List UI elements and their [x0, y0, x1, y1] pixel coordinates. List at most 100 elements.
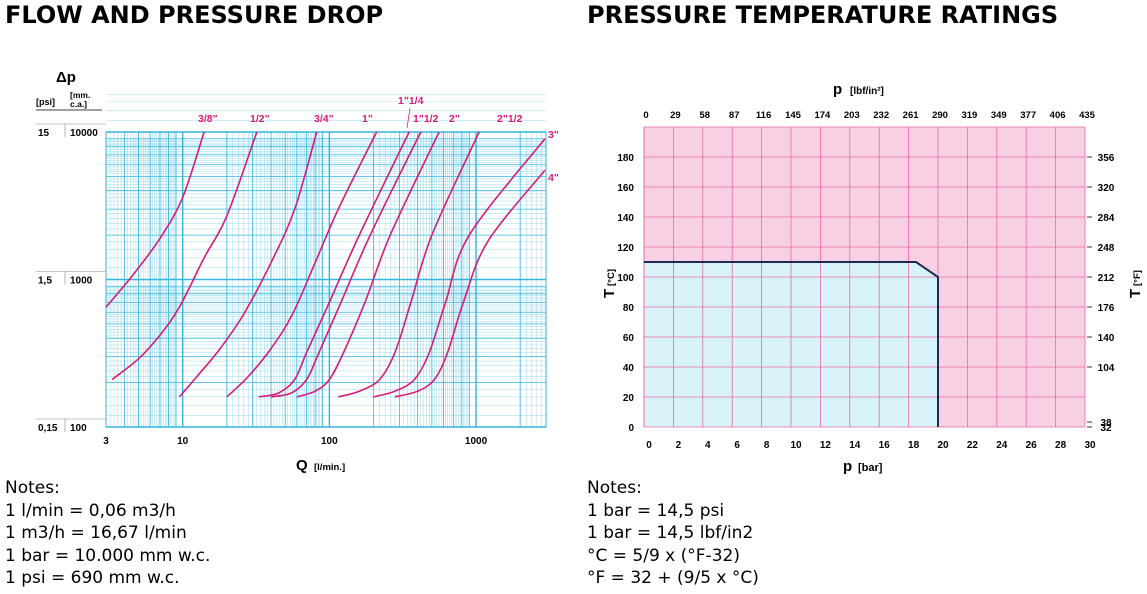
x-tick-label-psi: 116: [756, 110, 771, 121]
pt-chart-heading: PRESSURE TEMPERATURE RATINGS: [587, 1, 1059, 29]
flow-chart-heading: FLOW AND PRESSURE DROP: [5, 1, 384, 29]
x-tick-label-psi: 349: [991, 110, 1007, 121]
x-tick-label-bar: 22: [967, 440, 979, 451]
pt-note-line: 1 bar = 14,5 psi: [587, 500, 725, 521]
x-tick-label-psi: 319: [961, 110, 977, 121]
series-line: [105, 131, 205, 308]
series-line: [226, 131, 378, 398]
x-tick-label-psi: 406: [1050, 110, 1066, 121]
series-line: [178, 131, 318, 398]
x-tick-label-psi: 58: [700, 110, 711, 121]
y-tick-label-c: 60: [623, 333, 635, 344]
series-label: 1"1/4: [398, 95, 424, 107]
x-tick-label-psi: 435: [1079, 110, 1096, 121]
y-tick-label-f: 356: [1098, 153, 1115, 164]
y-tick-label-psi: 0,15: [38, 423, 58, 434]
pt-notes: Notes: 1 bar = 14,5 psi 1 bar = 14,5 lbf…: [587, 477, 759, 590]
series-label-leader: [406, 107, 411, 129]
x-tick-label-psi: 174: [814, 110, 831, 121]
series-label: 1": [362, 113, 373, 125]
series-line: [338, 131, 480, 398]
x-tick-label-psi: 203: [844, 110, 860, 121]
series-line: [373, 138, 546, 398]
y2-axis-unit: [°F]: [1132, 270, 1143, 286]
x-axis-label: Q: [296, 457, 308, 474]
y2-axis-symbol: T: [1127, 289, 1144, 298]
x-tick-label: 100: [321, 436, 338, 447]
x-tick-label-bar: 20: [937, 440, 949, 451]
x-tick-label-psi: 145: [785, 110, 802, 121]
series-label: 1/2": [250, 113, 270, 125]
y-axis-unit-psi: [psi]: [36, 97, 55, 107]
x-tick-label-psi: 261: [903, 110, 920, 121]
y-axis-symbol: Δp: [56, 69, 76, 86]
pt-notes-title: Notes:: [587, 478, 642, 498]
y-tick-label-f: 320: [1098, 183, 1115, 194]
x-tick-label-psi: 87: [729, 110, 740, 121]
series-line: [111, 131, 258, 381]
y-axis-unit: [°C]: [606, 269, 617, 286]
series-label: 3/8": [198, 113, 218, 125]
flow-pressure-chart: 3/8" 1/2" 3/4" 1" 1"1/4 1"1/2 2" 2"1/2 3" 4" 3 10 10…: [36, 69, 559, 474]
y-tick-label-f: 212: [1098, 273, 1115, 284]
x-tick-label-bar: 28: [1055, 440, 1067, 451]
x-tick-label-bar: 4: [705, 440, 711, 451]
series-line: [270, 131, 422, 398]
series-label: 4": [548, 172, 559, 184]
flow-note-line: 1 m3/h = 16,67 l/min: [5, 523, 187, 543]
y-tick-label-f: 284: [1098, 213, 1115, 224]
x-axis-unit: [l/min.]: [314, 462, 345, 473]
x-tick-label-psi: 377: [1020, 110, 1036, 121]
series-line: [394, 169, 546, 398]
series-line: [258, 131, 410, 398]
x-tick-label-bar: 8: [764, 440, 770, 451]
y2-axis-label-group: T [°F]: [1127, 270, 1144, 298]
y-tick-label-f: 140: [1098, 333, 1115, 344]
pt-note-line: °F = 32 + (9/5 x °C): [587, 568, 759, 588]
y-axis-label-group: T [°C]: [601, 269, 618, 298]
series-label: 1"1/2: [413, 113, 439, 125]
x-tick-label-psi: 0: [643, 110, 648, 121]
y-tick-label-f: 248: [1098, 243, 1115, 254]
x-tick-label-bar: 14: [849, 440, 861, 451]
series-label: 2": [449, 113, 460, 125]
y-tick-label-mmca: 100: [70, 423, 87, 434]
x-axis-unit: [bar]: [858, 462, 883, 474]
x-tick-label: 3: [103, 436, 109, 447]
y-axis-unit-mmca: [mm.: [70, 90, 90, 100]
flow-note-line: 1 l/min = 0,06 m3/h: [5, 500, 176, 521]
series-line: [296, 131, 440, 398]
pt-note-line: 1 bar = 14,5 lbf/in2: [587, 523, 754, 543]
y-tick-label-c: 0: [628, 423, 634, 434]
x-tick-label-bar: 10: [790, 440, 802, 451]
y-tick-label-psi: 15: [38, 128, 50, 139]
x-tick-label: 10: [177, 436, 189, 447]
x-tick-label-bar: 6: [734, 440, 740, 451]
y-tick-label-c: 120: [617, 243, 634, 254]
y-tick-label-mmca: 1000: [70, 276, 93, 287]
y-axis-unit-mmca: c.a.]: [70, 99, 87, 109]
top-axis-symbol: p: [833, 81, 842, 98]
y-tick-label-f: 38: [1100, 418, 1112, 429]
pressure-temperature-chart: 0 2 4 6 8 10 12 14 16 18 20 22 24 26 28 300 29 58 87 116 145…: [601, 81, 1144, 475]
y-tick-label-c: 100: [617, 273, 634, 284]
flow-notes: Notes: 1 l/min = 0,06 m3/h 1 m3/h = 16,6…: [5, 477, 210, 590]
y-tick-label-f: 104: [1098, 363, 1115, 374]
rating-boundary-line: [644, 261, 939, 427]
flow-notes-title: Notes:: [5, 478, 60, 498]
y-tick-label-psi: 1,5: [38, 276, 52, 287]
y-tick-label-c: 160: [617, 183, 634, 194]
y-tick-label-mmca: 10000: [70, 128, 98, 139]
y-tick-label-c: 140: [617, 213, 634, 224]
series-label: 2"1/2: [497, 113, 523, 125]
x-tick-label-bar: 2: [676, 440, 682, 451]
x-tick-label-psi: 29: [670, 110, 681, 121]
x-tick-label-psi: 232: [873, 110, 889, 121]
y-tick-label-f: 32: [1100, 423, 1112, 434]
series-label: 3/4": [314, 113, 334, 125]
flow-note-line: 1 bar = 10.000 mm w.c.: [5, 545, 211, 566]
x-tick-label-bar: 12: [820, 440, 832, 451]
y-tick-label-c: 40: [623, 363, 635, 374]
x-tick-label-bar: 16: [879, 440, 891, 451]
top-axis-unit: [lbf/in²]: [850, 86, 884, 97]
